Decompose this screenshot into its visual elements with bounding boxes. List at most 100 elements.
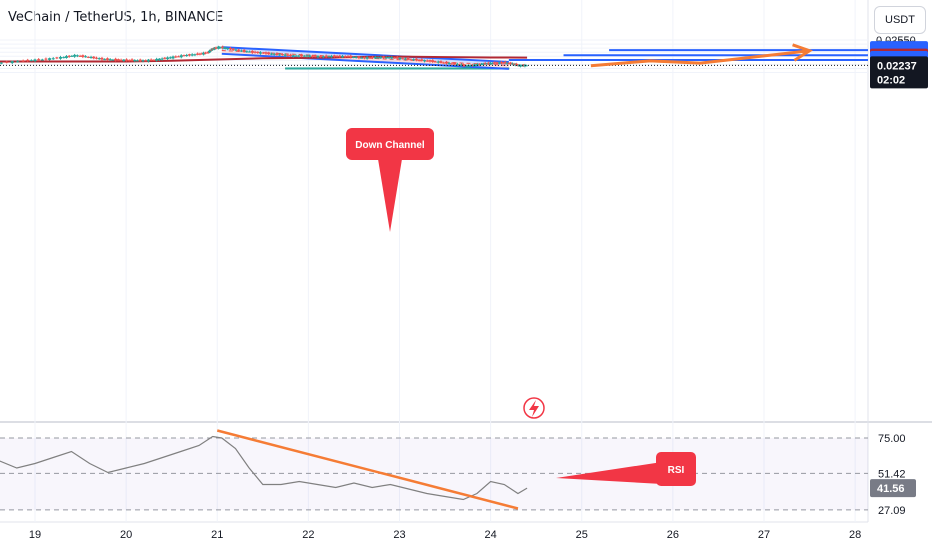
candle-body — [436, 61, 440, 63]
projection-arrowhead — [792, 43, 813, 62]
candle-body — [226, 48, 230, 50]
candle-body — [485, 63, 489, 65]
candle-body — [105, 58, 109, 60]
grid-layer — [0, 0, 932, 523]
candle-body — [431, 60, 435, 62]
candle-body — [354, 56, 358, 58]
candle-body — [130, 59, 134, 61]
candle-body — [138, 59, 142, 62]
candle-body — [100, 57, 104, 60]
date-tick-label: 21 — [211, 529, 223, 541]
candle-body — [447, 62, 451, 64]
candle-body — [248, 51, 252, 53]
lightning-bolt — [529, 400, 539, 417]
candle-body — [62, 57, 66, 59]
candle-body — [125, 59, 129, 61]
countdown-label: 02:02 — [877, 74, 905, 86]
candle-body — [81, 55, 85, 57]
candle-body — [480, 64, 484, 66]
candle-body — [111, 59, 115, 61]
callout-box — [346, 128, 434, 160]
candle-body — [103, 59, 107, 61]
candle-body — [198, 53, 202, 55]
candle-body — [510, 63, 514, 65]
candle-body — [51, 58, 55, 60]
candle-body — [459, 64, 463, 66]
price-tag — [870, 56, 928, 89]
candle-body — [166, 57, 170, 59]
candle-body — [442, 62, 446, 64]
date-tick-label: 23 — [393, 529, 405, 541]
candle-body — [144, 60, 148, 62]
candle-body — [92, 56, 96, 59]
candle-body — [185, 54, 189, 56]
candle-body — [187, 54, 191, 56]
candle-body — [168, 57, 172, 59]
candle-body — [310, 55, 314, 57]
candle-body — [182, 55, 186, 57]
candle-body — [196, 53, 200, 55]
candle-body — [349, 55, 353, 58]
lightning-icon — [523, 397, 545, 419]
candle-body — [250, 50, 254, 53]
candle-body — [362, 57, 366, 59]
candle-body — [420, 59, 424, 61]
candle-body — [300, 54, 304, 57]
candle-body — [302, 55, 306, 57]
candle-body — [474, 64, 478, 66]
candle-body — [95, 57, 99, 59]
candle-body — [160, 58, 164, 60]
candle-body — [114, 58, 118, 61]
candle-body — [483, 62, 487, 65]
date-tick-label: 24 — [485, 529, 497, 541]
rsi-callout-pointer — [556, 462, 662, 484]
candle-body — [78, 55, 82, 57]
rsi-tick-label: 51.42 — [878, 468, 906, 480]
candle-body — [503, 61, 507, 64]
candle-body — [152, 59, 156, 61]
candle-body — [86, 56, 90, 58]
candle-body — [398, 57, 402, 60]
date-tick-label: 27 — [758, 529, 770, 541]
candle-body — [414, 58, 418, 61]
candle-body — [330, 55, 334, 58]
candle-body — [163, 57, 167, 59]
candle-body — [272, 53, 276, 55]
candle-body — [75, 55, 79, 57]
candle-body — [264, 52, 268, 54]
price-tag-label: 0.02237 — [877, 60, 917, 72]
candle-body — [44, 58, 48, 60]
candle-body — [439, 61, 443, 63]
candle-body — [332, 55, 336, 57]
candle-body — [122, 59, 126, 61]
candle-body — [489, 62, 493, 65]
candle-body — [267, 52, 271, 55]
candle-body — [406, 58, 410, 60]
candle-body — [467, 65, 471, 67]
candle-body — [174, 56, 178, 58]
candle-body — [496, 62, 500, 64]
candle-body — [275, 53, 279, 55]
candle-body — [67, 55, 71, 57]
currency-unit-button[interactable]: USDT — [874, 6, 926, 34]
candle-body — [200, 53, 204, 55]
candle-body — [357, 56, 361, 59]
candle-body — [470, 64, 474, 66]
candle-body — [73, 54, 77, 57]
candle-body — [465, 65, 469, 67]
candle-body — [365, 57, 369, 59]
candle-body — [208, 50, 212, 52]
candle-body — [469, 65, 473, 67]
channel-upper-line — [221, 46, 509, 63]
candle-body — [127, 60, 131, 62]
candle-body — [382, 56, 386, 59]
candle-body — [368, 57, 372, 59]
candle-body — [291, 55, 295, 57]
candle-body — [16, 61, 20, 63]
candle-body — [425, 60, 429, 62]
rsi-callout-box — [656, 452, 696, 486]
candle-body — [395, 57, 399, 59]
candle-body — [371, 56, 375, 58]
date-tick-label: 22 — [302, 529, 314, 541]
